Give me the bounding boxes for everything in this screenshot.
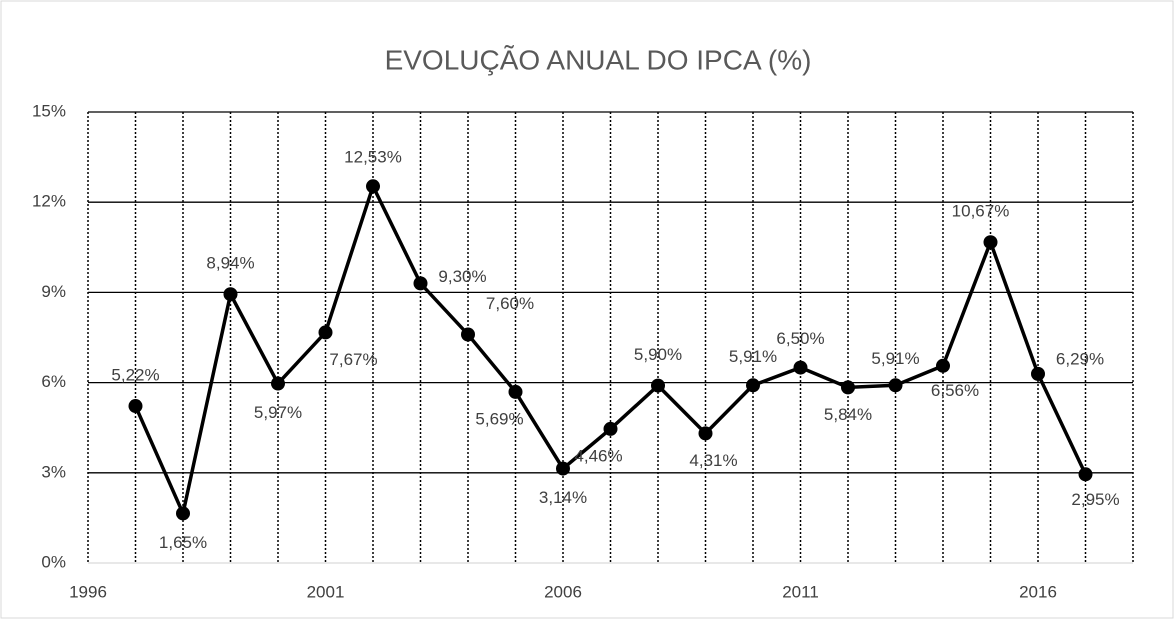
data-label: 3,14% (539, 488, 587, 507)
data-point (461, 327, 475, 342)
y-tick-label: 6% (41, 372, 66, 391)
data-label: 4,46% (574, 446, 622, 465)
y-tick-label: 3% (41, 462, 66, 481)
data-point (936, 358, 950, 373)
data-point (698, 426, 713, 441)
data-point (271, 376, 285, 391)
x-tick-label: 2001 (307, 582, 345, 601)
data-point (413, 276, 428, 291)
data-label: 5,84% (824, 405, 872, 424)
x-tick-label: 2016 (1019, 582, 1057, 601)
data-point (746, 378, 760, 393)
data-label: 5,91% (729, 347, 777, 366)
data-label: 5,97% (254, 403, 302, 422)
data-point (983, 235, 998, 250)
data-point (176, 506, 190, 521)
x-tick-label: 2006 (544, 582, 582, 601)
data-point (556, 461, 570, 476)
data-label: 5,22% (111, 366, 159, 385)
y-tick-label: 9% (41, 282, 66, 301)
data-label: 9,30% (438, 267, 486, 286)
data-label: 5,91% (871, 349, 919, 368)
data-point (793, 360, 808, 375)
data-label: 6,56% (931, 381, 979, 400)
data-label: 7,67% (329, 350, 377, 369)
x-tick-label: 2011 (782, 582, 819, 601)
y-tick-label: 12% (32, 192, 66, 211)
data-point (603, 421, 618, 436)
chart-title: EVOLUÇÃO ANUAL DO IPCA (%) (385, 44, 812, 75)
data-label: 6,29% (1056, 349, 1104, 368)
data-label: 5,69% (475, 409, 523, 428)
data-label: 8,94% (206, 254, 254, 273)
data-point (128, 399, 143, 414)
data-label: 7,60% (486, 294, 534, 313)
data-label: 4,31% (689, 451, 737, 470)
data-label: 6,50% (776, 329, 824, 348)
data-point (888, 378, 903, 393)
data-label: 5,90% (634, 345, 682, 364)
data-point (651, 378, 665, 393)
data-point (841, 380, 855, 395)
data-point (1078, 467, 1093, 482)
data-point (1031, 366, 1045, 381)
y-tick-label: 0% (41, 552, 66, 571)
data-point (366, 179, 380, 194)
data-label: 2,95% (1071, 490, 1119, 509)
data-point (508, 384, 523, 399)
data-label: 12,53% (344, 148, 402, 167)
y-tick-label: 15% (32, 101, 66, 120)
data-point (223, 287, 238, 302)
x-tick-label: 1996 (69, 582, 107, 601)
data-label: 1,65% (159, 533, 207, 552)
data-point (318, 325, 333, 340)
data-label: 10,67% (952, 202, 1010, 221)
